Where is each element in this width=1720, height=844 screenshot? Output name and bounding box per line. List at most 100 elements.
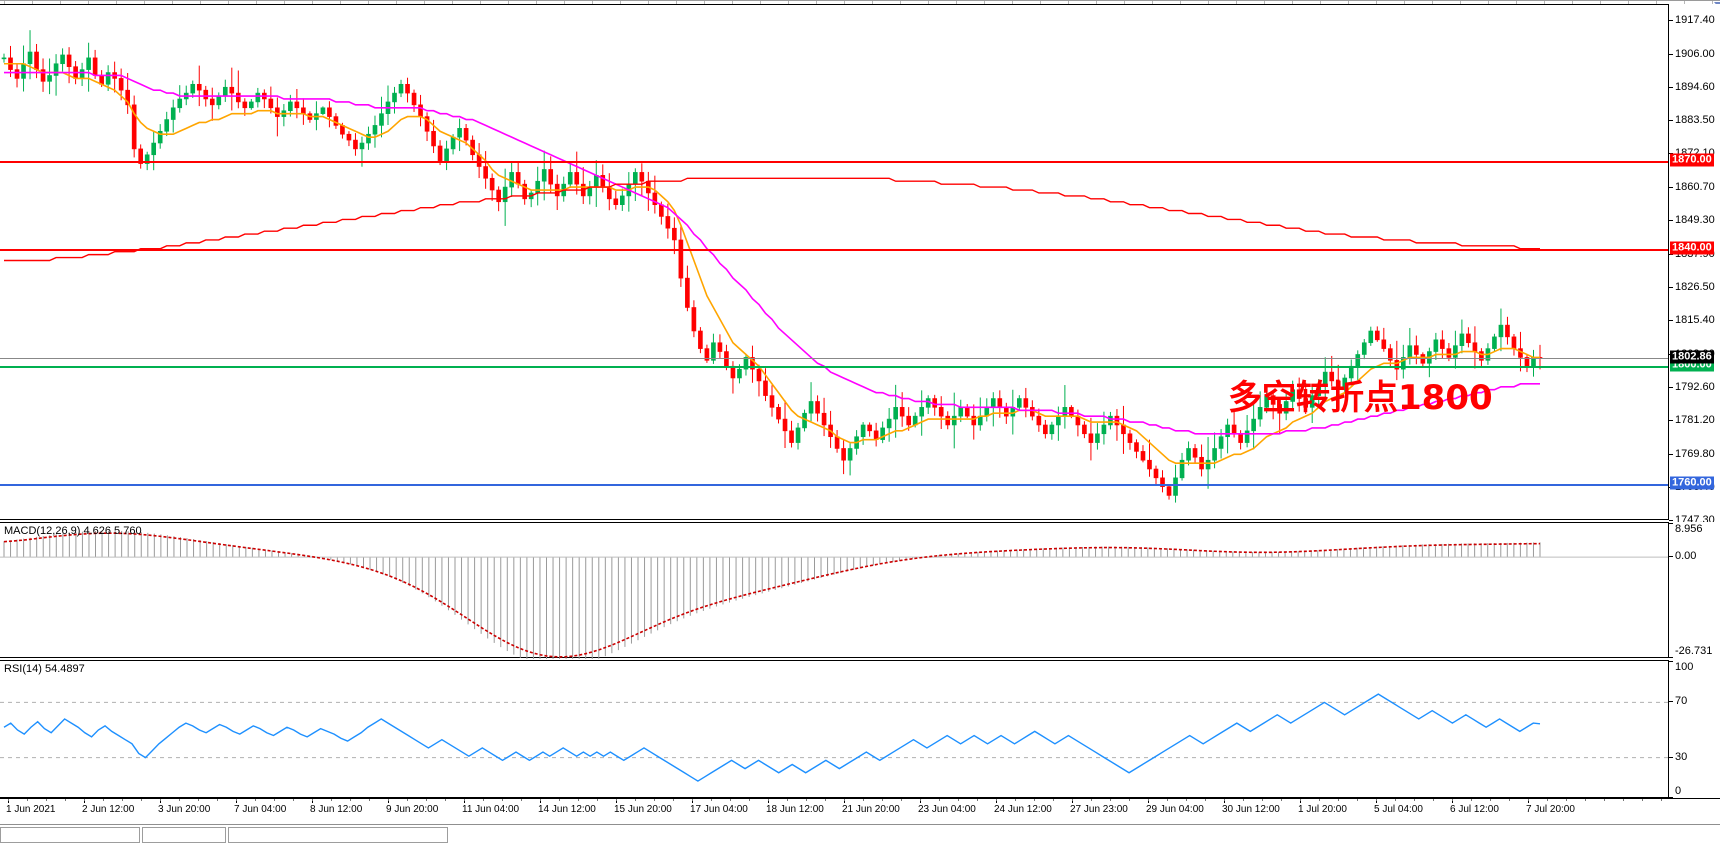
price-level-badge[interactable]: 1840.00 [1670, 241, 1714, 255]
time-axis-minor-tick [844, 799, 845, 801]
strip-tick [1376, 1, 1377, 6]
taskbar-segment[interactable] [0, 827, 140, 843]
time-axis-minor-tick [882, 799, 883, 801]
time-axis-minor-tick [293, 799, 294, 801]
strip-tick [844, 1, 845, 6]
time-axis-minor-tick [1528, 799, 1529, 801]
time-axis-label: 1 Jun 2021 [6, 804, 56, 815]
time-axis-minor-tick [616, 799, 617, 801]
strip-tick [928, 1, 929, 6]
time-axis-minor-tick [540, 799, 541, 801]
strip-tick [760, 1, 761, 6]
time-axis-tick [8, 799, 9, 803]
axis-tick [1669, 386, 1673, 388]
time-axis-minor-tick [1642, 799, 1643, 801]
time-axis-minor-tick [996, 799, 997, 801]
time-axis-minor-tick [1110, 799, 1111, 801]
macd-axis[interactable]: 8.956 0.00 -26.731 [1668, 522, 1720, 658]
time-axis-minor-tick [1566, 799, 1567, 801]
strip-tick [4, 1, 5, 6]
strip-tick [1180, 1, 1181, 6]
time-axis-minor-tick [939, 799, 940, 801]
strip-tick [1432, 1, 1433, 6]
time-axis-tick [236, 799, 237, 803]
time-axis-tick [920, 799, 921, 803]
rsi-panel[interactable]: RSI(14) 54.4897 [0, 660, 1668, 798]
strip-tick [1516, 1, 1517, 6]
time-axis-label: 5 Jul 04:00 [1374, 804, 1423, 815]
time-axis[interactable]: 1 Jun 2021 2 Jun 12:00 3 Jun 20:00 7 Jun 04… [0, 798, 1720, 824]
strip-tick [312, 1, 313, 6]
axis-tick [1669, 120, 1673, 121]
time-axis-minor-tick [692, 799, 693, 801]
time-axis-tick [996, 799, 997, 803]
strip-tick [592, 1, 593, 6]
time-axis-minor-tick [578, 799, 579, 801]
price-level-line [0, 366, 1668, 369]
price-level-badge[interactable]: 1870.00 [1670, 153, 1714, 167]
axis-tick [1669, 320, 1673, 321]
time-axis-label: 2 Jun 12:00 [82, 804, 135, 815]
taskbar-segment[interactable] [228, 827, 448, 843]
axis-tick [1669, 520, 1673, 521]
axis-tick [1669, 53, 1673, 55]
strip-tick [60, 1, 61, 6]
strip-tick [648, 1, 649, 6]
axis-tick [1669, 20, 1673, 22]
macd-panel[interactable]: MACD(12,26,9) 4.626 5.760 [0, 522, 1668, 659]
time-axis-label: 27 Jun 23:00 [1070, 804, 1128, 815]
strip-tick [200, 1, 201, 6]
time-axis-minor-tick [673, 799, 674, 801]
axis-tick [1669, 87, 1673, 89]
time-axis-minor-tick [806, 799, 807, 801]
strip-tick [984, 1, 985, 6]
time-axis-minor-tick [1205, 799, 1206, 801]
macd-axis-label: -26.731 [1675, 645, 1713, 657]
rsi-axis-label: 100 [1675, 661, 1694, 673]
strip-tick [872, 1, 873, 6]
strip-tick [788, 1, 789, 6]
price-axis-label: 1815.40 [1675, 314, 1715, 326]
price-axis[interactable]: 1917.401906.001894.601883.501872.101860.… [1668, 4, 1720, 526]
axis-tick [1669, 756, 1673, 758]
time-axis-tick [312, 799, 313, 803]
price-level-badge[interactable]: 1760.00 [1670, 476, 1714, 490]
time-axis-minor-tick [1167, 799, 1168, 801]
time-axis-minor-tick [654, 799, 655, 801]
rsi-label: RSI(14) 54.4897 [4, 663, 85, 675]
axis-tick [1669, 186, 1673, 188]
strip-tick [956, 1, 957, 6]
time-axis-minor-tick [1338, 799, 1339, 801]
macd-chart-canvas [0, 530, 1668, 659]
price-axis-label: 1883.50 [1675, 114, 1715, 126]
time-axis-minor-tick [768, 799, 769, 801]
rsi-axis[interactable]: 100 70 30 0 [1668, 660, 1720, 798]
time-axis-minor-tick [1585, 799, 1586, 801]
price-chart-canvas [1, 30, 1543, 503]
time-axis-minor-tick [1072, 799, 1073, 801]
time-axis-minor-tick [502, 799, 503, 801]
time-axis-minor-tick [350, 799, 351, 801]
time-axis-label: 23 Jun 04:00 [918, 804, 976, 815]
strip-tick [1152, 1, 1153, 6]
axis-tick [1669, 523, 1673, 524]
macd-axis-label: 8.956 [1675, 523, 1703, 535]
time-axis-label: 21 Jun 20:00 [842, 804, 900, 815]
time-axis-minor-tick [1661, 799, 1662, 801]
time-axis-minor-tick [445, 799, 446, 801]
price-panel[interactable]: 多空转折点1800 [0, 4, 1668, 520]
axis-tick [1669, 701, 1673, 703]
strip-tick [508, 1, 509, 6]
price-axis-label: 1894.60 [1675, 81, 1715, 94]
time-axis-tick [540, 799, 541, 803]
strip-tick [144, 1, 145, 6]
time-axis-minor-tick [179, 799, 180, 801]
time-axis-minor-tick [8, 799, 9, 801]
rsi-chart-canvas [0, 693, 1668, 782]
time-axis-minor-tick [160, 799, 161, 801]
time-axis-label: 29 Jun 04:00 [1146, 804, 1204, 815]
time-axis-minor-tick [1414, 799, 1415, 801]
taskbar-segment[interactable] [142, 827, 226, 843]
time-axis-minor-tick [65, 799, 66, 801]
axis-tick [1669, 420, 1673, 422]
